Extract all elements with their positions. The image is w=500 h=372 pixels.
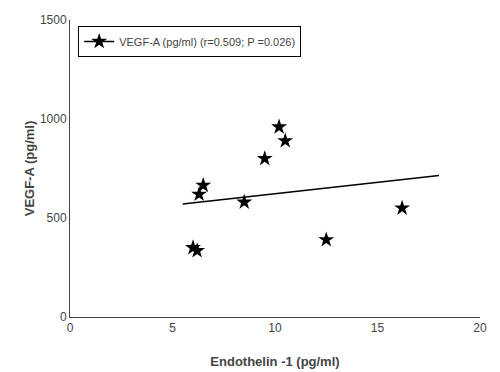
svg-text:10: 10	[268, 321, 282, 335]
svg-text:0: 0	[67, 321, 74, 335]
svg-text:5: 5	[169, 321, 176, 335]
svg-text:1500: 1500	[40, 13, 67, 27]
svg-text:VEGF-A (pg/ml) (r=0.509; P =0.: VEGF-A (pg/ml) (r=0.509; P =0.026)	[119, 36, 295, 48]
svg-text:1000: 1000	[40, 112, 67, 126]
svg-text:15: 15	[371, 321, 385, 335]
svg-text:500: 500	[47, 211, 67, 225]
svg-text:0: 0	[60, 310, 67, 324]
svg-text:20: 20	[473, 321, 487, 335]
svg-text:Endothelin -1 (pg/ml): Endothelin -1 (pg/ml)	[210, 354, 339, 369]
svg-text:VEGF-A (pg/ml): VEGF-A (pg/ml)	[22, 121, 37, 217]
